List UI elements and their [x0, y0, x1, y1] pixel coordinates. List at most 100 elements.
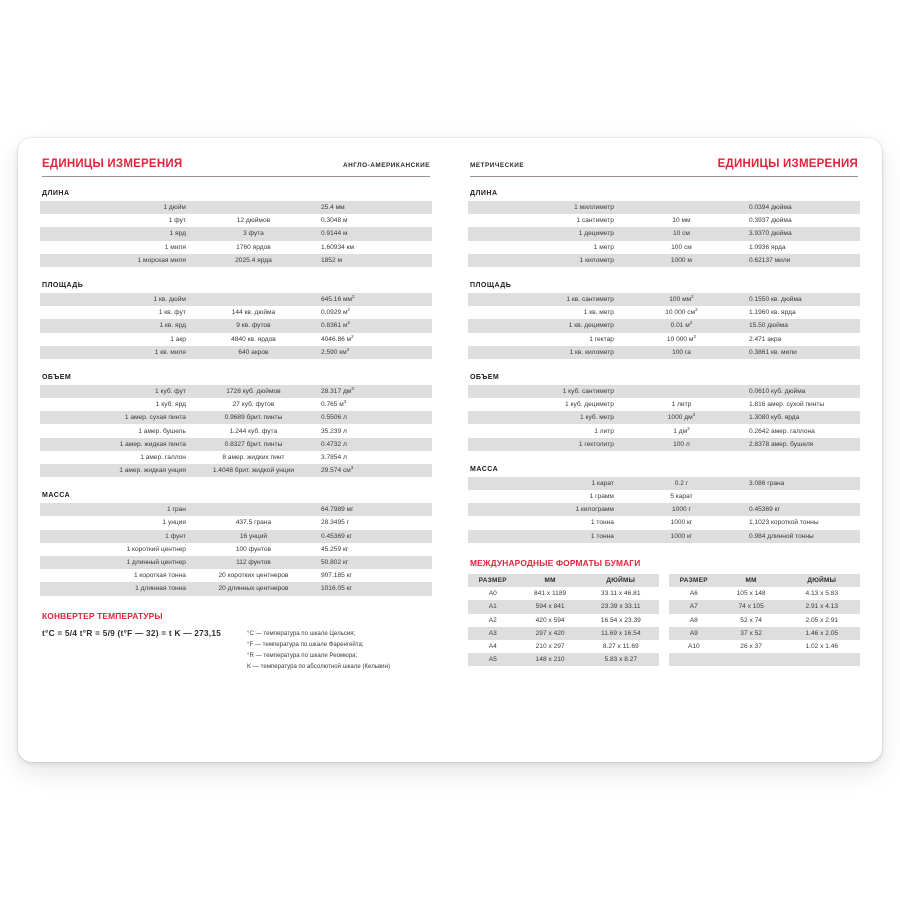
table-cell: 0.8361 м2: [312, 319, 432, 333]
table-row: 1 кв. фут 144 кв. дюйма 0.0929 м2: [40, 306, 432, 320]
table-cell: 0.45369 кг: [312, 529, 432, 543]
temperature-formula: t°C = 5/4 t°R = 5/9 (t°F — 32) = t K — 2…: [42, 628, 222, 638]
table-cell: 1.4048 брит. жидкой унции: [193, 464, 313, 478]
table-row: 1 гран 64.7989 мг: [40, 503, 432, 517]
table-row: 1 куб. сантиметр 0.0610 куб. дюйма: [468, 384, 860, 399]
table-row: 1 куб. ярд 27 куб. футов 0.765 м3: [40, 398, 432, 412]
section-title: ДЛИНА: [42, 190, 70, 197]
table-cell: 1.60934 км: [312, 240, 432, 254]
table-cell: 645.16 мм2: [312, 292, 432, 307]
table-cell: 2.05 x 2.91: [783, 613, 860, 627]
table-row: 1 кв. миля 640 акров 2.590 км2: [40, 345, 432, 359]
table-cell: 26 x 37: [718, 639, 784, 654]
table-row: A4 210 x 297 8.27 x 11.69: [468, 639, 659, 654]
table-cell: 1 куб. ярд: [40, 398, 194, 412]
table-cell: 28.3495 г: [312, 516, 432, 530]
table-cell: 1.244 куб. фута: [193, 424, 313, 438]
table-cell: 1 карат: [468, 476, 622, 490]
table-cell: 0.0394 дюйма: [740, 201, 860, 215]
table-row: 1 миллиметр 0.0394 дюйма: [468, 201, 860, 215]
table-cell: 0.0610 куб. дюйма: [740, 384, 860, 399]
table-cell: 52 x 74: [718, 613, 784, 627]
table-cell: [621, 201, 741, 215]
paper-format-table: РАЗМЕР ММ ДЮЙМЫ A6 105 x 148 4.13 x 5.83 A7 74 …: [669, 573, 860, 667]
table-row: 1 километр 1000 м 0.62137 мили: [468, 253, 860, 267]
table-cell: 0.3048 м: [312, 214, 432, 228]
table-cell: 1 тонна: [468, 516, 622, 530]
table-cell: 1000 кг: [621, 516, 741, 530]
table-cell: 0.4732 л: [312, 437, 432, 451]
column-header: ММ: [517, 573, 583, 588]
table-cell: 0.3861 кв. мили: [740, 345, 860, 359]
table-cell: 1 литр: [468, 424, 622, 438]
table-cell: 1728 куб. дюймов: [193, 384, 313, 399]
conversion-table: 1 кв. дюйм 645.16 мм2 1 кв. фут 144 кв. дюй…: [40, 292, 432, 359]
table-row: 1 короткий центнер 100 фунтов 45.259 кг: [40, 542, 432, 556]
table-cell: 9 кв. футов: [193, 319, 313, 333]
table-cell: A1: [468, 600, 518, 614]
table-row: 1 унция 437.5 грана 28.3495 г: [40, 516, 432, 530]
table-cell: 1 метр: [468, 240, 622, 254]
table-cell: [193, 292, 313, 307]
table-row: 1 куб. метр 1000 дм3 1.3080 куб. ярда: [468, 411, 860, 425]
table-cell: 10 000 м2: [621, 332, 741, 346]
temperature-converter-block: КОНВЕРТЕР ТЕМПЕРАТУРЫ t°C = 5/4 t°R = 5/…: [40, 611, 432, 672]
right-header-divider: [470, 176, 858, 177]
table-cell: 1 амер. сухая пинта: [40, 411, 194, 425]
table-cell: [193, 503, 313, 517]
table-cell: 0.8327 брит. пинты: [193, 437, 313, 451]
table-row: 1 тонна 1000 кг 0.984 длинной тонны: [468, 529, 860, 543]
table-cell: 1 куб. фут: [40, 384, 194, 399]
table-cell: 8 амер. жидких пинт: [193, 450, 313, 464]
table-cell: 35.239 л: [312, 424, 432, 438]
table-cell: 64.7989 мг: [312, 503, 432, 517]
table-row: 1 амер. жидкая пинта 0.8327 брит. пинты 0.…: [40, 437, 432, 451]
table-cell: 1 морская миля: [40, 253, 194, 267]
metric-column: МЕТРИЧЕСКИЕ ЕДИНИЦЫ ИЗМЕРЕНИЯ ДЛИНА 1 мил…: [450, 156, 872, 750]
paper-formats-tables: РАЗМЕР ММ ДЮЙМЫ A0 841 x 1189 33.11 x 46.81 A1…: [468, 573, 860, 667]
table-cell: 10 мм: [621, 214, 741, 228]
table-row: A8 52 x 74 2.05 x 2.91: [669, 613, 860, 627]
table-row: A1 594 x 841 23.39 x 33.11: [468, 600, 659, 614]
table-cell: 1852 м: [312, 253, 432, 267]
table-cell: 25.4 мм: [312, 201, 432, 215]
table-cell: A2: [468, 613, 518, 627]
table-row: 1 амер. галлон 8 амер. жидких пинт 3.7854 …: [40, 450, 432, 464]
table-cell: 1 унция: [40, 516, 194, 530]
table-cell: 5.83 x 8.27: [582, 653, 659, 667]
temperature-converter-body: t°C = 5/4 t°R = 5/9 (t°F — 32) = t K — 2…: [40, 628, 432, 672]
table-row: 1 сантиметр 10 мм 0.3937 дюйма: [468, 214, 860, 228]
table-cell: 20 длинных центнеров: [193, 582, 313, 596]
table-row: 1 кв. дюйм 645.16 мм2: [40, 292, 432, 307]
table-cell: 1000 г: [621, 503, 741, 517]
section-title: ПЛОЩАДЬ: [470, 281, 512, 289]
paper-formats-block: МЕЖДУНАРОДНЫЕ ФОРМАТЫ БУМАГИ РАЗМЕР ММ ДЮЙ…: [468, 558, 860, 667]
table-cell: 1 короткая тонна: [40, 569, 194, 583]
section-title: МАССА: [470, 465, 499, 473]
table-cell: 1 кв. сантиметр: [468, 292, 622, 307]
right-column-header: МЕТРИЧЕСКИЕ ЕДИНИЦЫ ИЗМЕРЕНИЯ: [468, 156, 860, 176]
table-cell: 1 короткий центнер: [40, 542, 194, 556]
table-row: A7 74 x 105 2.91 x 4.13: [669, 600, 860, 614]
table-cell: 10 000 см2: [621, 306, 741, 320]
table-cell: A8: [669, 613, 719, 627]
table-cell: 11.69 x 16.54: [582, 626, 659, 640]
table-cell: 1 миля: [40, 240, 194, 254]
section-title: МАССА: [42, 492, 71, 500]
table-cell: 0.01 м2: [621, 319, 741, 333]
table-cell: 1 амер. галлон: [40, 450, 194, 464]
table-cell: 16 унций: [193, 529, 313, 543]
table-cell: 1 фунт: [40, 529, 194, 543]
table-cell: 1 амер. бушель: [40, 424, 194, 438]
temperature-converter-title: КОНВЕРТЕР ТЕМПЕРАТУРЫ: [42, 610, 163, 621]
anglo-american-column: ЕДИНИЦЫ ИЗМЕРЕНИЯ АНГЛО-АМЕРИКАНСКИЕ ДЛИ…: [28, 156, 450, 750]
table-cell: 1 миллиметр: [468, 201, 622, 215]
temperature-legend-item: °F — температура по шкале Фаренгейта;: [247, 640, 364, 648]
table-cell: 1 фут: [40, 214, 194, 228]
table-cell: 4046.86 м2: [312, 332, 432, 346]
right-sections: ДЛИНА 1 миллиметр 0.0394 дюйма 1 сантиметр 1…: [468, 190, 860, 543]
table-cell: 1 гран: [40, 503, 194, 517]
table-cell: 841 x 1189: [517, 587, 583, 601]
table-cell: 1 километр: [468, 253, 622, 267]
table-cell: 594 x 841: [517, 600, 583, 614]
